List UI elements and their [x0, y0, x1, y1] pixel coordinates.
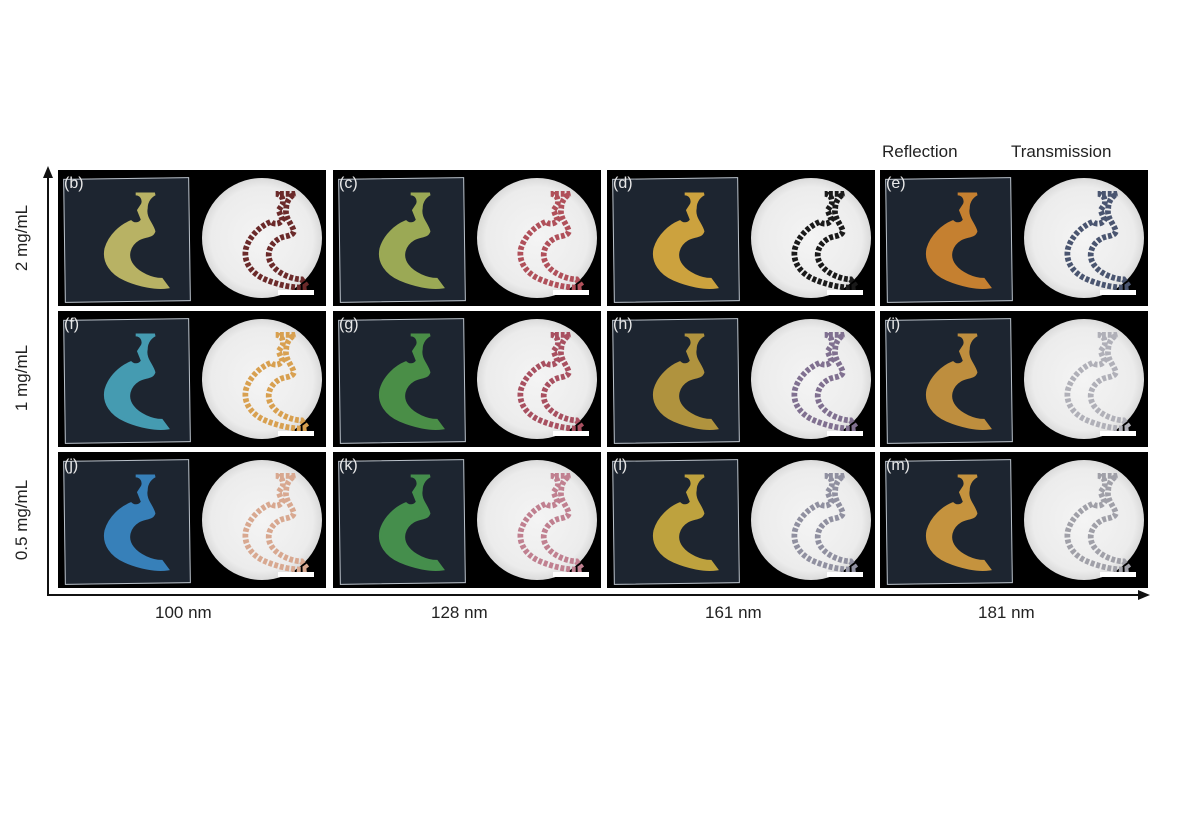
peacock-pattern-reflection — [925, 192, 992, 289]
peacock-pattern-transmission — [1064, 332, 1135, 432]
peacock-pattern-reflection — [925, 474, 992, 571]
panel-g: (g) — [333, 311, 601, 447]
scale-bar — [827, 431, 863, 436]
transmission-image — [467, 452, 601, 588]
reflection-image: (c) — [333, 170, 467, 306]
peacock-pattern-reflection — [652, 474, 719, 571]
scale-bar — [827, 290, 863, 295]
panel-m: (m) — [880, 452, 1148, 588]
peacock-pattern-transmission — [1064, 473, 1135, 573]
peacock-pattern-transmission — [517, 332, 588, 432]
panel-label: (i) — [886, 316, 901, 333]
transmission-image — [741, 452, 875, 588]
reflection-image: (l) — [607, 452, 741, 588]
peacock-pattern-transmission — [242, 473, 313, 573]
panel-b: (b) — [58, 170, 326, 306]
transmission-image — [1014, 452, 1148, 588]
transmission-image — [192, 170, 326, 306]
y-axis-arrowhead — [43, 166, 53, 178]
panel-d: (d) — [607, 170, 875, 306]
transmission-image — [741, 170, 875, 306]
peacock-pattern-transmission — [517, 473, 588, 573]
reflection-image: (b) — [58, 170, 192, 306]
reflection-image: (h) — [607, 311, 741, 447]
transmission-image — [467, 170, 601, 306]
peacock-pattern-reflection — [103, 192, 170, 289]
reflection-image: (j) — [58, 452, 192, 588]
reflection-image: (d) — [607, 170, 741, 306]
panel-c: (c) — [333, 170, 601, 306]
panel-label: (m) — [886, 457, 910, 474]
peacock-pattern-transmission — [791, 473, 862, 573]
peacock-pattern-transmission — [1064, 191, 1135, 291]
reflection-image: (k) — [333, 452, 467, 588]
reflection-image: (f) — [58, 311, 192, 447]
peacock-pattern-transmission — [791, 191, 862, 291]
header-reflection: Reflection — [882, 142, 958, 161]
x-label-128nm: 128 nm — [431, 603, 488, 622]
panel-label: (j) — [64, 457, 79, 474]
y-label-2mgml: 2 mg/mL — [12, 204, 31, 272]
panel-label: (k) — [339, 457, 358, 474]
peacock-pattern-transmission — [517, 191, 588, 291]
y-label-1mgml: 1 mg/mL — [12, 344, 31, 412]
scale-bar — [553, 572, 589, 577]
peacock-pattern-reflection — [378, 333, 445, 430]
scale-bar — [553, 431, 589, 436]
x-axis-arrowhead — [1138, 590, 1150, 600]
transmission-image — [192, 311, 326, 447]
peacock-pattern-reflection — [925, 333, 992, 430]
peacock-pattern-transmission — [242, 191, 313, 291]
peacock-pattern-reflection — [378, 474, 445, 571]
peacock-pattern-reflection — [103, 333, 170, 430]
panel-e: (e) — [880, 170, 1148, 306]
panel-label: (d) — [613, 175, 633, 192]
transmission-image — [1014, 311, 1148, 447]
x-label-181nm: 181 nm — [978, 603, 1035, 622]
x-label-161nm: 161 nm — [705, 603, 762, 622]
scale-bar — [1100, 431, 1136, 436]
transmission-image — [1014, 170, 1148, 306]
panel-i: (i) — [880, 311, 1148, 447]
scale-bar — [1100, 290, 1136, 295]
panel-label: (g) — [339, 316, 359, 333]
transmission-image — [741, 311, 875, 447]
peacock-pattern-reflection — [378, 192, 445, 289]
panel-k: (k) — [333, 452, 601, 588]
peacock-pattern-reflection — [652, 333, 719, 430]
y-label-05mgml: 0.5 mg/mL — [12, 479, 31, 561]
panel-label: (f) — [64, 316, 80, 333]
scale-bar — [827, 572, 863, 577]
peacock-pattern-reflection — [652, 192, 719, 289]
panel-l: (l) — [607, 452, 875, 588]
reflection-image: (i) — [880, 311, 1014, 447]
panel-label: (e) — [886, 175, 906, 192]
reflection-image: (g) — [333, 311, 467, 447]
panel-label: (b) — [64, 175, 84, 192]
scale-bar — [1100, 572, 1136, 577]
x-label-100nm: 100 nm — [155, 603, 212, 622]
panel-j: (j) — [58, 452, 326, 588]
panel-label: (c) — [339, 175, 358, 192]
transmission-image — [192, 452, 326, 588]
panel-f: (f) — [58, 311, 326, 447]
transmission-image — [467, 311, 601, 447]
scale-bar — [278, 431, 314, 436]
panel-label: (l) — [613, 457, 628, 474]
scale-bar — [278, 290, 314, 295]
peacock-pattern-reflection — [103, 474, 170, 571]
panel-h: (h) — [607, 311, 875, 447]
scale-bar — [278, 572, 314, 577]
panel-label: (h) — [613, 316, 633, 333]
peacock-pattern-transmission — [791, 332, 862, 432]
peacock-pattern-transmission — [242, 332, 313, 432]
reflection-image: (e) — [880, 170, 1014, 306]
reflection-image: (m) — [880, 452, 1014, 588]
header-transmission: Transmission — [1011, 142, 1112, 161]
scale-bar — [553, 290, 589, 295]
